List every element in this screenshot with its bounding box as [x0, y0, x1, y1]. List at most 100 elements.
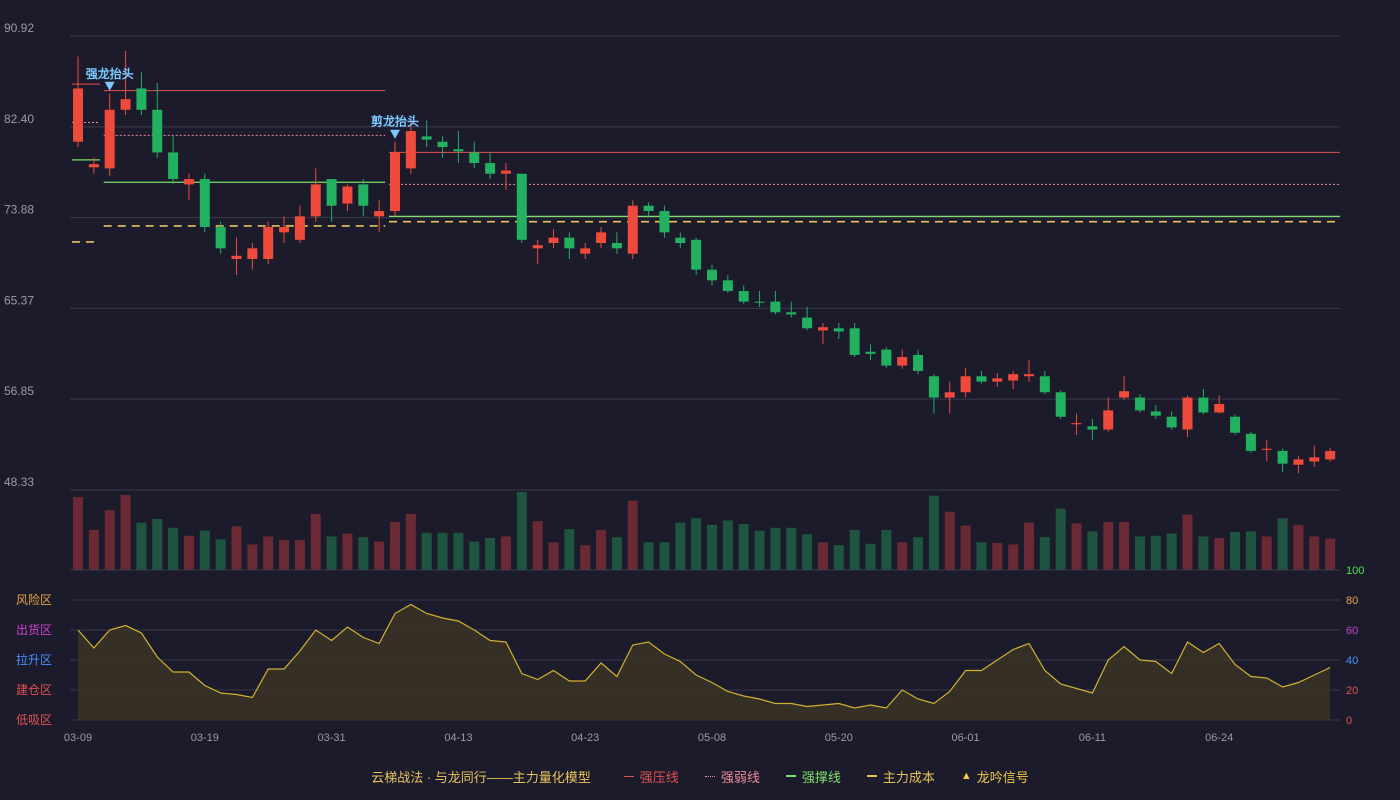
volume-bar [691, 518, 702, 570]
oscillator-axis-label: 0 [1346, 715, 1352, 727]
volume-bar [802, 534, 813, 570]
candle [437, 136, 448, 158]
volume-bar [1055, 508, 1066, 570]
candle [183, 173, 194, 201]
candle-body [1182, 397, 1193, 430]
chart-legend: 云梯战法 · 与龙同行——主力量化模型 强压线 强弱线 强撑线 主力成本 ▲ 龙… [0, 766, 1400, 786]
volume-bar [976, 542, 987, 570]
date-axis-label: 05-20 [825, 732, 853, 744]
legend-label-support: 强撑线 [801, 769, 841, 785]
price-axis-label: 73.88 [4, 203, 34, 217]
down-arrow-icon [104, 81, 115, 91]
candle-body [469, 152, 480, 164]
candle-body [596, 232, 607, 244]
zone-label: 建仓区 [16, 683, 52, 697]
legend-item-pressure: 强压线 [623, 767, 679, 786]
volume-bar [881, 529, 892, 570]
volume-bar [1214, 537, 1225, 570]
candle [1198, 389, 1209, 415]
candle [485, 152, 496, 180]
solid-line-icon [785, 775, 796, 777]
volume-bar [73, 497, 83, 570]
candle-body [849, 328, 860, 355]
volume-bar [1261, 536, 1272, 570]
candle [73, 56, 83, 148]
candle-body [1198, 397, 1209, 413]
candle [643, 202, 654, 217]
signal-annotation: 剪龙抬头 [371, 114, 419, 129]
volume-bar [358, 537, 369, 570]
candle [263, 221, 274, 265]
candle-body [738, 290, 749, 302]
volume-bar [294, 540, 305, 570]
candle [390, 141, 400, 217]
volume-bar [627, 500, 638, 570]
candle-body [453, 149, 464, 152]
candle [120, 51, 131, 116]
volume-bar [1182, 514, 1193, 570]
dotted-line-icon [704, 775, 715, 777]
volume-bar [231, 526, 242, 570]
candle [1055, 390, 1066, 419]
candle-body [1055, 392, 1066, 417]
price-axis-label: 65.37 [4, 293, 34, 307]
candle [1008, 370, 1019, 390]
oscillator-axis-label: 20 [1346, 685, 1358, 697]
candle [1103, 397, 1114, 432]
candle-body [88, 164, 99, 168]
candle-body [1293, 459, 1304, 465]
candle-body [865, 351, 876, 354]
candle-body [548, 237, 559, 244]
candle-body [120, 99, 131, 110]
volume-bar [263, 536, 274, 570]
legend-item-support: 强撑线 [785, 767, 841, 786]
volume-bar [897, 542, 908, 570]
candle [294, 205, 305, 244]
candle-body [707, 269, 717, 281]
volume-bar [643, 542, 654, 570]
candle-body [231, 255, 242, 260]
candle-body [215, 227, 226, 249]
candle-body [437, 141, 448, 148]
candle-body [374, 211, 385, 217]
candle-body [1261, 448, 1272, 450]
price-axis-label: 56.85 [4, 384, 34, 398]
volume-bar [786, 527, 797, 570]
candle [1293, 456, 1304, 474]
candle-body [1119, 391, 1130, 398]
legend-title: 云梯战法 · 与龙同行——主力量化模型 [371, 769, 591, 785]
date-axis-label: 04-13 [444, 732, 472, 744]
volume-bar [659, 542, 670, 570]
volume-bar [104, 510, 115, 570]
zone-label: 拉升区 [16, 652, 52, 667]
legend-label-pressure: 强压线 [639, 769, 679, 785]
candle [310, 168, 321, 222]
candle [1214, 395, 1225, 414]
candle-body [913, 354, 924, 371]
candle [865, 344, 876, 361]
candle [374, 200, 385, 233]
candle [1024, 360, 1034, 382]
candle-body [1150, 411, 1161, 416]
volume-bar [279, 540, 290, 570]
candle-body [881, 349, 892, 366]
volume-bar [500, 536, 511, 570]
candle [342, 184, 353, 212]
volume-bar [168, 527, 179, 570]
candle [1119, 376, 1130, 400]
volume-bar [485, 537, 496, 570]
volume-bar [707, 524, 717, 570]
candle [136, 72, 147, 116]
candle [469, 141, 480, 169]
zone-label: 风险区 [16, 592, 52, 607]
volume-bar [247, 544, 258, 570]
legend-item-weak: 强弱线 [704, 767, 760, 786]
volume-bar [548, 542, 559, 570]
volume-bar [1071, 523, 1082, 570]
volume-bar [1087, 531, 1098, 570]
candle [1182, 395, 1193, 438]
candle-body [152, 109, 163, 153]
candle-body [992, 378, 1003, 382]
candle-body [580, 248, 591, 254]
